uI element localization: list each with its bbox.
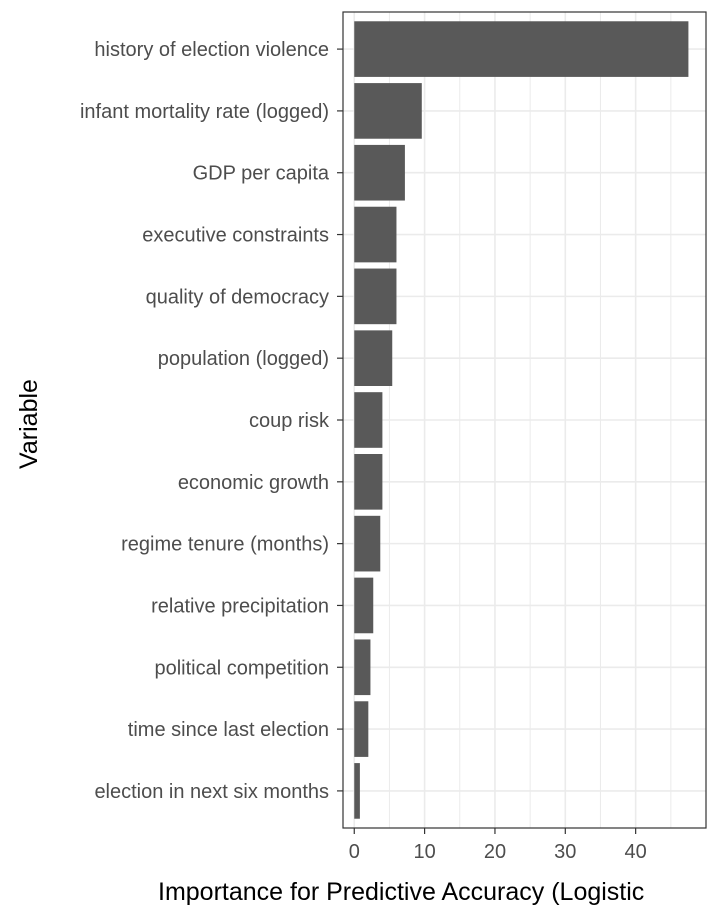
bar — [354, 763, 360, 819]
bar — [354, 577, 374, 634]
y-tick-label: relative precipitation — [151, 595, 329, 617]
bar — [354, 639, 371, 696]
bar — [354, 21, 689, 77]
bar — [354, 268, 397, 325]
y-tick-label: time since last election — [128, 719, 329, 741]
y-tick-label: history of election violence — [94, 39, 329, 61]
bar — [354, 701, 369, 757]
y-tick-label: executive constraints — [142, 225, 329, 247]
y-tick-label: election in next six months — [94, 781, 329, 803]
bar — [354, 206, 397, 263]
y-tick-label: quality of democracy — [146, 286, 329, 308]
bar — [354, 454, 383, 510]
y-tick-label: population (logged) — [158, 348, 329, 370]
y-tick-label: economic growth — [178, 472, 329, 494]
x-tick-label: 10 — [413, 841, 435, 863]
bar — [354, 392, 383, 448]
bars — [354, 21, 689, 819]
y-tick-label: political competition — [154, 657, 329, 679]
bar — [354, 515, 381, 572]
x-tick-label: 0 — [349, 841, 360, 863]
x-axis-title: Importance for Predictive Accuracy (Logi… — [158, 878, 644, 906]
bar — [354, 330, 393, 386]
y-tick-label: coup risk — [249, 410, 330, 432]
y-tick-label: GDP per capita — [193, 163, 330, 185]
y-axis-title: Variable — [15, 379, 43, 469]
x-tick-label: 40 — [625, 841, 647, 863]
y-tick-label: infant mortality rate (logged) — [80, 101, 329, 123]
x-axis-ticks: 0 10 20 30 40 — [349, 828, 647, 863]
y-tick-label: regime tenure (months) — [121, 534, 329, 556]
x-tick-label: 20 — [484, 841, 506, 863]
x-tick-label: 30 — [554, 841, 576, 863]
bar — [354, 144, 405, 201]
bar — [354, 83, 422, 139]
y-axis-ticks: history of election violence infant morta… — [80, 39, 343, 803]
